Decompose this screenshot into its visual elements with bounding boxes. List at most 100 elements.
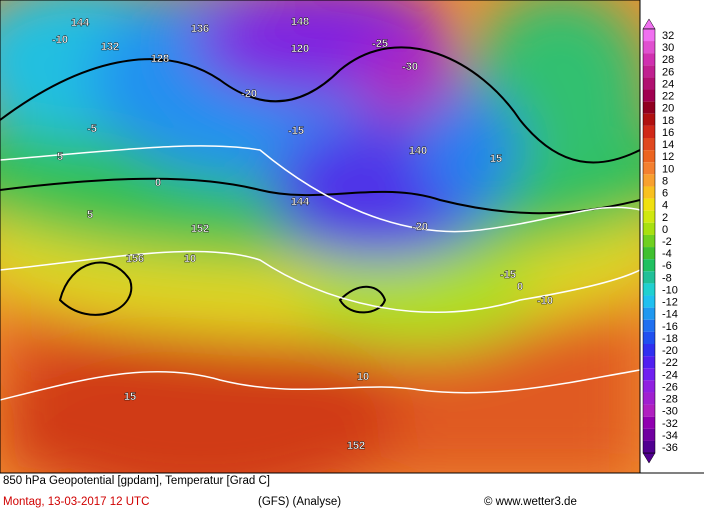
contour-label: -10 bbox=[537, 295, 553, 307]
contour-label: -10 bbox=[52, 34, 68, 46]
colorbar-label: -32 bbox=[662, 418, 678, 430]
colorbar-band bbox=[643, 283, 655, 296]
colorbar-label: -6 bbox=[662, 260, 672, 272]
colorbar-arrow-top bbox=[642, 18, 656, 30]
colorbar-label: -4 bbox=[662, 248, 672, 260]
colorbar-frame bbox=[642, 28, 656, 454]
contour-label: 10 bbox=[357, 371, 369, 383]
date-text: Montag, 13-03-2017 12 UTC bbox=[3, 496, 149, 508]
colorbar-band bbox=[643, 428, 655, 441]
colorbar-band bbox=[643, 174, 655, 187]
colorbar-band bbox=[643, 404, 655, 417]
colorbar-band bbox=[643, 41, 655, 54]
colorbar: 32302826242220181614121086420-2-4-6-8-10… bbox=[642, 18, 678, 464]
colorbar-band bbox=[643, 77, 655, 90]
colorbar-label: -18 bbox=[662, 333, 678, 345]
colorbar-label: -34 bbox=[662, 430, 678, 442]
colorbar-band bbox=[643, 186, 655, 199]
colorbar-label: -8 bbox=[662, 272, 672, 284]
contour-label: 152 bbox=[191, 223, 209, 235]
colorbar-band bbox=[643, 380, 655, 393]
colorbar-label: 2 bbox=[662, 212, 668, 224]
colorbar-band bbox=[643, 65, 655, 78]
contour-label: 128 bbox=[151, 53, 169, 65]
contour-label: 144 bbox=[291, 196, 310, 208]
colorbar-label: 8 bbox=[662, 175, 668, 187]
model-text: (GFS) (Analyse) bbox=[258, 496, 341, 508]
contour-label: 5 bbox=[57, 151, 63, 163]
colorbar-label: -22 bbox=[662, 357, 678, 369]
colorbar-band bbox=[643, 162, 655, 175]
colorbar-band bbox=[643, 344, 655, 357]
contour-label: -15 bbox=[500, 269, 516, 281]
colorbar-band bbox=[643, 198, 655, 211]
colorbar-band bbox=[643, 295, 655, 308]
colorbar-label: -10 bbox=[662, 284, 678, 296]
contour-label: -30 bbox=[402, 61, 418, 73]
colorbar-band bbox=[643, 331, 655, 344]
colorbar-label: 10 bbox=[662, 163, 674, 175]
colorbar-band bbox=[643, 101, 655, 114]
credit-text: © www.wetter3.de bbox=[484, 496, 577, 508]
colorbar-band bbox=[643, 234, 655, 248]
colorbar-label: 12 bbox=[662, 151, 674, 163]
colorbar-band bbox=[643, 125, 655, 138]
colorbar-label: -2 bbox=[662, 236, 672, 248]
contour-label: 152 bbox=[347, 440, 365, 452]
contour-label: -5 bbox=[87, 123, 97, 135]
product-text: 850 hPa Geopotential [gpdam], Temperatur… bbox=[3, 475, 270, 487]
colorbar-label: 0 bbox=[662, 224, 668, 236]
contour-labels: 144 148 136 132 128 120 140 152 156 -10 -15 -20 -25 -… bbox=[52, 16, 553, 452]
contour-label: 156 bbox=[126, 253, 144, 265]
colorbar-label: 32 bbox=[662, 30, 674, 42]
colorbar-label: -12 bbox=[662, 297, 678, 309]
contour-label: 5 bbox=[87, 209, 93, 221]
colorbar-label: 6 bbox=[662, 188, 668, 200]
colorbar-label: 18 bbox=[662, 115, 674, 127]
colorbar-band bbox=[643, 28, 655, 42]
colorbar-band bbox=[643, 259, 655, 272]
colorbar-band bbox=[643, 271, 655, 284]
contour-label: 136 bbox=[191, 23, 209, 35]
colorbar-band bbox=[643, 440, 655, 454]
map bbox=[0, 0, 640, 473]
contour-label: 15 bbox=[124, 391, 136, 403]
colorbar-label: 14 bbox=[662, 139, 674, 151]
contour-label: 0 bbox=[155, 177, 161, 189]
contour-label: 0 bbox=[517, 281, 523, 293]
colorbar-label: 22 bbox=[662, 91, 674, 103]
contour-label: -20 bbox=[241, 88, 257, 100]
colorbar-label: -26 bbox=[662, 381, 678, 393]
colorbar-label: 16 bbox=[662, 127, 674, 139]
colorbar-band bbox=[643, 138, 655, 151]
colorbar-band bbox=[643, 392, 655, 405]
contour-label: -20 bbox=[412, 221, 428, 233]
colorbar-label: -24 bbox=[662, 369, 678, 381]
contour-label: 10 bbox=[184, 253, 196, 265]
colorbar-band bbox=[643, 150, 655, 163]
contour-label: 15 bbox=[490, 153, 502, 165]
colorbar-band bbox=[643, 247, 655, 260]
contour-label: 132 bbox=[101, 41, 119, 53]
colorbar-band bbox=[643, 222, 655, 235]
colorbar-band bbox=[643, 89, 655, 102]
colorbar-arrow-bottom bbox=[642, 452, 656, 464]
contour-label: 144 bbox=[71, 17, 90, 29]
colorbar-band bbox=[643, 356, 655, 369]
colorbar-band bbox=[643, 416, 655, 429]
contour-label: 120 bbox=[291, 43, 309, 55]
colorbar-label: 28 bbox=[662, 54, 674, 66]
colorbar-band bbox=[643, 210, 655, 223]
colorbar-label: -28 bbox=[662, 394, 678, 406]
colorbar-band bbox=[643, 307, 655, 320]
colorbar-band bbox=[643, 53, 655, 66]
colorbar-label: -20 bbox=[662, 345, 678, 357]
colorbar-label: -14 bbox=[662, 309, 678, 321]
colorbar-band bbox=[643, 368, 655, 381]
contour-label: -25 bbox=[372, 38, 388, 50]
colorbar-band bbox=[643, 113, 655, 126]
colorbar-label: -36 bbox=[662, 442, 678, 454]
contour-label: 140 bbox=[409, 145, 427, 157]
colorbar-label: 30 bbox=[662, 42, 674, 54]
